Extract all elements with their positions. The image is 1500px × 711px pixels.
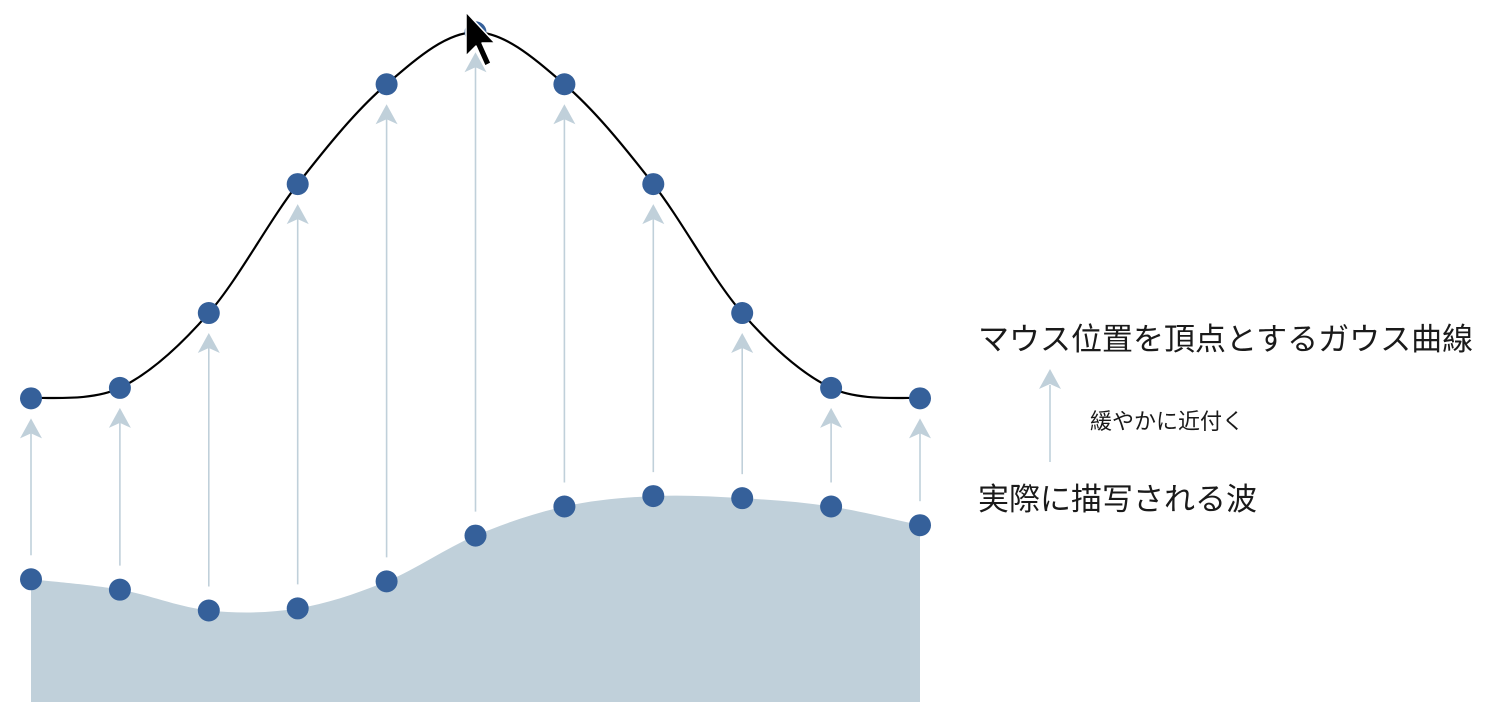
gaussian-point (731, 302, 754, 325)
approach-arrow (375, 104, 398, 558)
wave-point (642, 485, 665, 508)
arrow-head (20, 418, 42, 439)
arrow-head (553, 104, 576, 125)
wave-point (108, 578, 131, 601)
arrow-head (909, 418, 931, 439)
wave-point (731, 487, 754, 510)
wave-point (286, 597, 309, 620)
legend-layer (1039, 369, 1061, 462)
approach-label: 緩やかに近付く (1090, 410, 1245, 435)
mouse-pointer-icon (465, 11, 496, 67)
gaussian-point (20, 387, 42, 410)
gaussian-curve-label: マウス位置を頂点とするガウス曲線 (978, 322, 1474, 358)
arrow-head (108, 407, 131, 428)
approach-arrow (464, 52, 487, 512)
gaussian-point (553, 73, 576, 96)
wave-point (464, 524, 487, 547)
gaussian-point (642, 173, 665, 196)
wave-area-layer (31, 495, 920, 702)
approach-arrow (286, 204, 309, 585)
gaussian-point (197, 302, 220, 325)
approach-arrow (197, 333, 220, 587)
approach-arrow (909, 418, 931, 502)
rendered-wave-label: 実際に描写される波 (978, 482, 1257, 518)
approach-arrow (820, 407, 843, 483)
arrow-head (197, 333, 220, 354)
wave-point (820, 495, 843, 518)
gaussian-point (286, 173, 309, 196)
wave-point (20, 568, 42, 591)
arrow-head (642, 204, 665, 225)
wave-area (31, 495, 920, 702)
approach-arrow (731, 333, 754, 475)
approach-arrow (20, 418, 42, 556)
gaussian-point (909, 387, 931, 410)
arrows-layer (20, 52, 931, 587)
wave-point (197, 599, 220, 622)
approach-arrow (553, 104, 576, 483)
approach-arrow (642, 204, 665, 473)
wave-point (553, 495, 576, 518)
arrow-head (820, 407, 843, 428)
approach-arrow (108, 407, 131, 566)
wave-point (909, 514, 931, 537)
arrow-head (464, 52, 487, 73)
gaussian-point (108, 376, 131, 399)
gaussian-point (820, 376, 843, 399)
gaussian-point (375, 73, 398, 96)
wave-point (375, 570, 398, 593)
arrow-head (286, 204, 309, 225)
legend-arrow-icon (1039, 369, 1061, 462)
arrow-head (375, 104, 398, 125)
arrow-head (731, 333, 754, 354)
dots-layer (20, 21, 931, 622)
